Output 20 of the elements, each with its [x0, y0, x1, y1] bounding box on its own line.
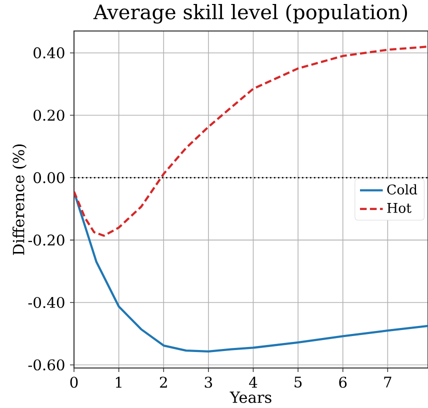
legend-label: Hot: [387, 203, 412, 213]
x-tick-label: 2: [160, 376, 167, 388]
x-tick-label: 6: [339, 376, 347, 388]
x-tick-label: 1: [116, 376, 122, 388]
y-tick-label: -0.60: [28, 359, 64, 370]
x-tick-label: 0: [70, 376, 78, 388]
legend-label: Cold: [387, 184, 418, 195]
chart-title: Average skill level (population): [93, 4, 407, 24]
x-axis-title: Years: [230, 392, 272, 404]
y-tick-label: -0.20: [28, 234, 64, 246]
y-tick-label: 0.20: [34, 110, 64, 121]
x-tick-label: 5: [294, 376, 302, 388]
y-tick-label: 0.40: [34, 47, 64, 58]
x-tick-label: 3: [204, 376, 212, 388]
y-tick-label: 0.00: [34, 172, 64, 184]
x-tick-label: 7: [384, 376, 392, 388]
line-series: [74, 46, 428, 237]
x-tick-label: 4: [249, 376, 258, 388]
y-tick-label: -0.40: [28, 296, 64, 308]
y-axis-title: Difference (%): [12, 144, 27, 255]
